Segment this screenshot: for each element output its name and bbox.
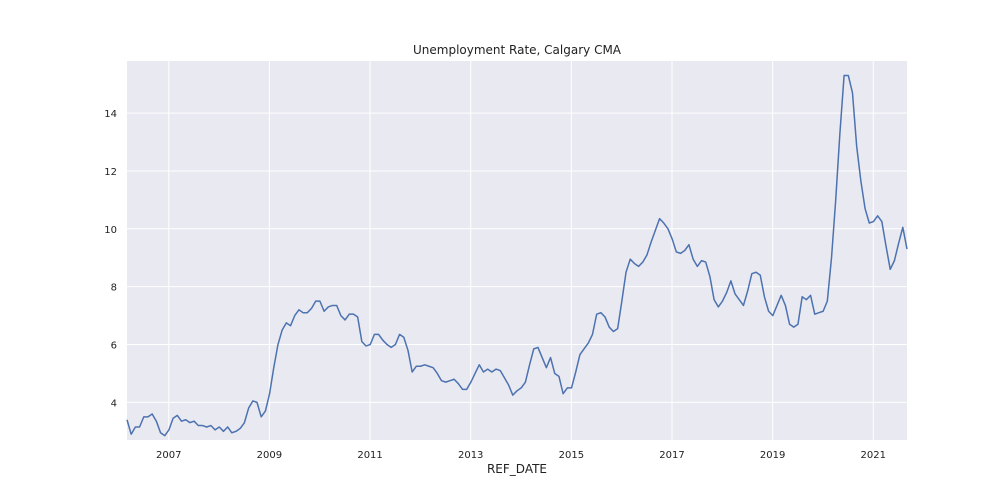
chart-title: Unemployment Rate, Calgary CMA <box>413 43 622 57</box>
x-axis-ticks: 2007 2009 2011 2013 2015 2017 2019 2021 <box>156 450 886 461</box>
x-axis-label: REF_DATE <box>487 462 547 476</box>
y-tick-label: 10 <box>104 225 117 236</box>
y-tick-label: 14 <box>104 109 117 120</box>
x-tick-label: 2021 <box>861 450 886 461</box>
x-tick-label: 2007 <box>156 450 181 461</box>
x-tick-label: 2013 <box>458 450 483 461</box>
y-tick-label: 6 <box>111 341 117 352</box>
x-tick-label: 2017 <box>659 450 684 461</box>
y-axis-ticks: 4 6 8 10 12 14 <box>104 109 117 409</box>
grid-lines <box>127 61 907 440</box>
y-tick-label: 4 <box>111 398 117 409</box>
series-line-unemployment-rate <box>126 74 908 437</box>
x-tick-label: 2015 <box>559 450 584 461</box>
y-tick-label: 12 <box>104 167 117 178</box>
x-tick-label: 2009 <box>257 450 282 461</box>
plot-area <box>127 61 907 440</box>
x-tick-label: 2019 <box>760 450 785 461</box>
x-tick-label: 2011 <box>357 450 382 461</box>
y-tick-label: 8 <box>111 283 117 294</box>
